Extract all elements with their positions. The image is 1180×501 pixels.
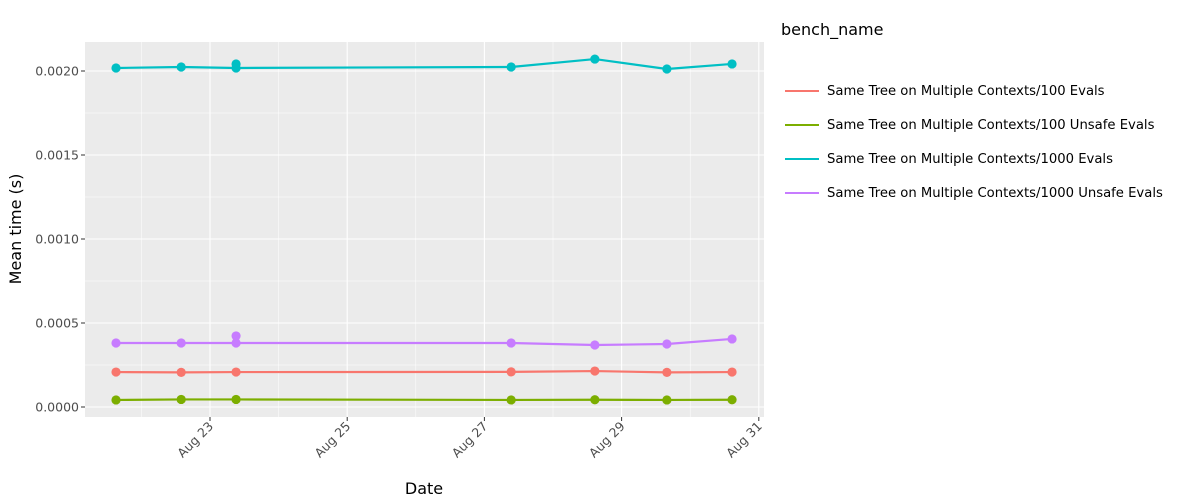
data-point	[111, 63, 121, 73]
data-point	[727, 395, 737, 405]
data-point	[662, 64, 672, 74]
series-line	[116, 369, 733, 374]
legend-label: Same Tree on Multiple Contexts/1000 Unsa…	[827, 185, 1163, 201]
legend-items: Same Tree on Multiple Contexts/100 Evals…	[781, 74, 1163, 210]
legend-item: Same Tree on Multiple Contexts/1000 Unsa…	[781, 176, 1163, 210]
data-point	[111, 338, 121, 348]
series	[111, 331, 737, 350]
data-point	[590, 395, 600, 405]
data-point	[727, 59, 737, 69]
legend-item: Same Tree on Multiple Contexts/100 Unsaf…	[781, 108, 1163, 142]
data-point	[662, 395, 672, 405]
plot-panel	[85, 42, 764, 417]
x-axis: Aug 23 Aug 25 Aug 27 Aug 29 Aug 31	[174, 417, 765, 460]
legend-label: Same Tree on Multiple Contexts/100 Evals	[827, 83, 1105, 99]
series-line	[116, 398, 733, 402]
data-point	[111, 395, 121, 405]
data-point	[231, 331, 241, 341]
series	[111, 394, 737, 405]
data-point	[590, 366, 600, 376]
major-gridlines	[85, 42, 764, 417]
x-tick-label: Aug 25	[311, 419, 353, 461]
data-point	[506, 338, 516, 348]
y-tick-label: 0.0000	[35, 400, 79, 415]
data-point	[662, 339, 672, 349]
x-tick-label: Aug 23	[174, 419, 216, 461]
legend-line-swatch	[785, 89, 819, 93]
data-point	[231, 63, 241, 73]
data-point	[176, 394, 186, 405]
data-point	[231, 394, 241, 405]
data-point	[727, 334, 737, 344]
series	[111, 54, 737, 74]
y-tick-label: 0.0015	[35, 148, 79, 163]
legend-label: Same Tree on Multiple Contexts/100 Unsaf…	[827, 117, 1155, 133]
legend-line-swatch	[785, 123, 819, 127]
legend-item: Same Tree on Multiple Contexts/1000 Eval…	[781, 142, 1163, 176]
y-tick-label: 0.0010	[35, 232, 79, 247]
data-point	[176, 62, 186, 72]
y-tick-label: 0.0005	[35, 316, 79, 331]
data-point	[727, 367, 737, 377]
minor-gridlines	[85, 42, 764, 417]
data-point	[231, 338, 241, 348]
legend-title: bench_name	[781, 20, 884, 39]
x-tick-label: Aug 27	[449, 419, 491, 461]
data-point	[590, 340, 600, 350]
y-tick-label: 0.0020	[35, 64, 79, 79]
series	[111, 366, 737, 377]
data-point	[662, 367, 672, 377]
data-point	[176, 338, 186, 348]
data-point	[506, 367, 516, 377]
series-layer	[111, 54, 737, 405]
data-point	[231, 367, 241, 377]
legend-line-swatch	[785, 157, 819, 161]
data-point	[590, 54, 600, 64]
data-point	[506, 395, 516, 405]
x-axis-title: Date	[405, 479, 443, 498]
y-axis: 0.0000 0.0005 0.0010 0.0015 0.0020	[35, 64, 85, 415]
legend-label: Same Tree on Multiple Contexts/1000 Eval…	[827, 151, 1113, 167]
data-point	[176, 367, 186, 377]
data-point	[111, 367, 121, 377]
y-axis-title: Mean time (s)	[6, 174, 25, 285]
x-tick-label: Aug 31	[723, 419, 765, 461]
data-point	[506, 62, 516, 72]
legend-item: Same Tree on Multiple Contexts/100 Evals	[781, 74, 1163, 108]
legend: bench_name Same Tree on Multiple Context…	[781, 18, 1163, 210]
x-tick-label: Aug 29	[586, 418, 628, 460]
legend-line-swatch	[785, 191, 819, 195]
